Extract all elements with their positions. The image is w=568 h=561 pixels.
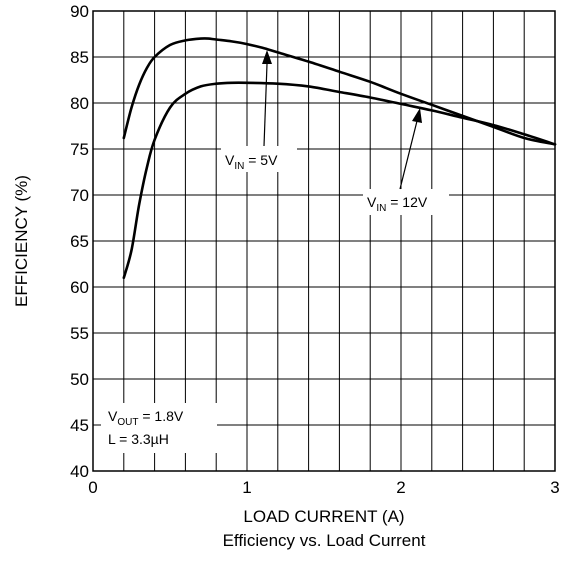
series-vin-5v-line: [122, 37, 557, 146]
x-tick-label: 0: [88, 478, 97, 497]
vin5-label-bg: [221, 146, 297, 172]
x-axis-title: LOAD CURRENT (A): [243, 507, 404, 526]
x-tick-labels: 0 1 2 3: [88, 478, 559, 497]
y-tick-label: 55: [70, 324, 89, 343]
y-tick-label: 80: [70, 94, 89, 113]
y-tick-label: 40: [70, 462, 89, 481]
inductor-label: L = 3.3µH: [108, 431, 169, 447]
y-tick-label: 70: [70, 186, 89, 205]
vin5-label: VIN = 5V: [225, 152, 278, 172]
series-vin-12v-line: [122, 81, 557, 280]
grid-layer: [93, 11, 555, 471]
y-axis-title: EFFICIENCY (%): [12, 175, 31, 307]
y-tick-label: 45: [70, 416, 89, 435]
vin12-label: VIN = 12V: [367, 194, 428, 214]
x-tick-label: 1: [242, 478, 251, 497]
x-tick-label: 3: [550, 478, 559, 497]
vin5-arrow: [262, 50, 272, 147]
y-tick-label: 65: [70, 232, 89, 251]
conditions-label-bg: [101, 403, 217, 453]
y-tick-label: 60: [70, 278, 89, 297]
y-tick-label: 50: [70, 370, 89, 389]
vin12-arrow: [399, 108, 422, 190]
y-tick-label: 90: [70, 2, 89, 21]
y-tick-label: 75: [70, 140, 89, 159]
x-tick-label: 2: [396, 478, 405, 497]
vout-label: VOUT = 1.8V: [108, 408, 184, 428]
chart-title: Efficiency vs. Load Current: [223, 531, 426, 550]
vin12-label-bg: [363, 189, 449, 215]
y-tick-labels: 40 45 50 55 60 65 70 75 80 85 90: [70, 2, 89, 481]
series-layer: [122, 37, 557, 280]
plot-frame: [92, 10, 556, 472]
y-tick-label: 85: [70, 48, 89, 67]
